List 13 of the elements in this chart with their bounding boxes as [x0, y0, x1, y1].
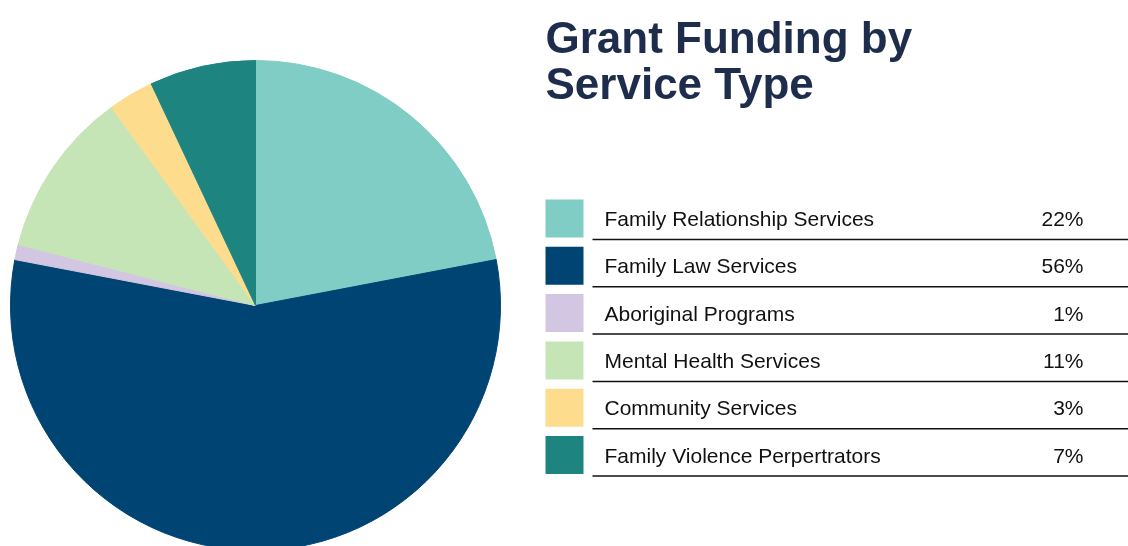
chart-title: Grant Funding by Service Type	[545, 12, 913, 108]
legend-label: Family Law Services	[604, 254, 798, 278]
data-label: 1%	[1053, 301, 1084, 325]
data-label: 56%	[1041, 254, 1084, 278]
legend-label: Family Relationship Services	[604, 207, 875, 230]
legend-label: Mental Health Services	[604, 348, 821, 372]
legend-label: Community Services	[604, 396, 798, 420]
legend-label: Aboriginal Programs	[604, 301, 795, 325]
data-label: 22%	[1041, 207, 1084, 230]
data-label: 11%	[1043, 348, 1084, 372]
data-label: 7%	[1053, 443, 1084, 467]
legend-label: Family Violence Perpertrators	[604, 443, 881, 467]
data-label: 3%	[1053, 396, 1084, 420]
